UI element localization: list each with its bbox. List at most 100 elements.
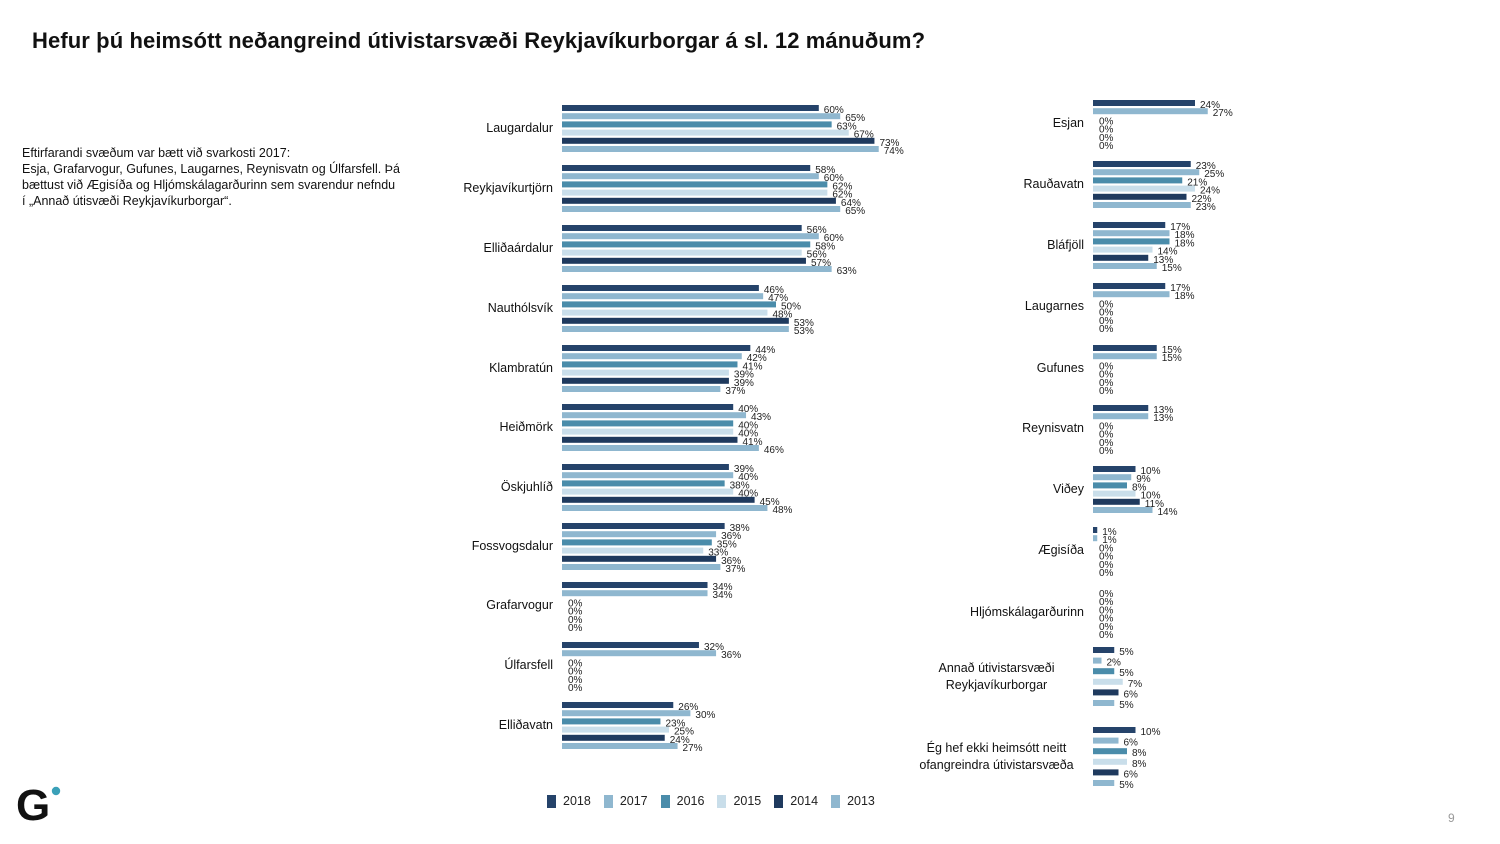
category-label: Viðey bbox=[1052, 482, 1084, 496]
bar-2014 bbox=[562, 555, 717, 562]
data-label: 57% bbox=[811, 258, 831, 269]
data-label: 41% bbox=[742, 361, 762, 372]
data-label: 63% bbox=[837, 266, 857, 277]
bar-2017 bbox=[1093, 353, 1157, 360]
bar-2018 bbox=[1093, 466, 1136, 472]
data-label: 27% bbox=[683, 743, 703, 754]
data-label: 0% bbox=[1099, 622, 1114, 633]
bar-2017 bbox=[562, 113, 841, 120]
data-label: 6% bbox=[1124, 769, 1139, 780]
data-label: 25% bbox=[1204, 169, 1224, 180]
data-label: 10% bbox=[1141, 727, 1161, 738]
data-label: 48% bbox=[772, 310, 792, 321]
bar-2017 bbox=[1093, 291, 1170, 298]
data-label: 0% bbox=[1099, 133, 1114, 144]
bar-2014 bbox=[562, 197, 836, 204]
bar-2018 bbox=[1093, 405, 1149, 411]
legend-label: 2013 bbox=[847, 794, 875, 808]
bar-2016 bbox=[562, 420, 734, 427]
data-label: 40% bbox=[738, 429, 758, 440]
bar-2018 bbox=[562, 345, 751, 351]
data-label: 39% bbox=[734, 370, 754, 381]
data-label: 24% bbox=[670, 735, 690, 746]
legend-swatch bbox=[831, 794, 841, 808]
data-label: 0% bbox=[1099, 361, 1114, 372]
data-label: 8% bbox=[1132, 748, 1147, 759]
data-label: 5% bbox=[1119, 780, 1134, 791]
data-label: 40% bbox=[738, 472, 758, 483]
legend-label: 2016 bbox=[676, 794, 705, 808]
bar-2018 bbox=[562, 165, 811, 171]
bar-2013 bbox=[1093, 507, 1153, 513]
legend-item: 2016 bbox=[660, 794, 705, 808]
data-label: 60% bbox=[824, 233, 844, 244]
bar-2018 bbox=[1093, 222, 1166, 228]
data-label: 0% bbox=[1099, 589, 1114, 600]
data-label: 23% bbox=[1196, 161, 1216, 172]
bar-2017 bbox=[562, 353, 742, 360]
data-label: 42% bbox=[747, 353, 767, 364]
bar-2017 bbox=[562, 472, 734, 479]
data-label: 56% bbox=[807, 250, 827, 261]
bar-2015 bbox=[562, 547, 704, 554]
data-label: 13% bbox=[1153, 405, 1173, 416]
data-label: 53% bbox=[794, 318, 814, 329]
data-label: 62% bbox=[832, 190, 852, 201]
data-label: 0% bbox=[1099, 141, 1114, 152]
data-label: 17% bbox=[1170, 283, 1190, 294]
bar-2014 bbox=[562, 317, 789, 324]
legend-swatch bbox=[660, 794, 670, 808]
data-label: 0% bbox=[1099, 552, 1114, 563]
data-label: 65% bbox=[845, 206, 865, 217]
bar-2018 bbox=[562, 404, 734, 410]
bar-2017 bbox=[1093, 737, 1119, 744]
legend: 2018 2017 2016 2015 2014 2013 bbox=[547, 794, 888, 808]
bar-2013 bbox=[1093, 780, 1115, 786]
logo-icon: G bbox=[16, 782, 61, 824]
svg-text:G: G bbox=[16, 782, 50, 824]
data-label: 0% bbox=[1099, 543, 1114, 554]
data-label: 53% bbox=[794, 326, 814, 337]
data-label: 14% bbox=[1158, 247, 1178, 258]
data-label: 0% bbox=[1099, 560, 1114, 571]
data-label: 36% bbox=[721, 650, 741, 661]
data-label: 2% bbox=[1107, 658, 1122, 669]
data-label: 1% bbox=[1102, 527, 1117, 538]
bar-2017 bbox=[1093, 535, 1098, 542]
data-label: 18% bbox=[1175, 238, 1195, 249]
data-label: 0% bbox=[568, 615, 583, 626]
legend-swatch bbox=[717, 794, 727, 808]
bar-2016 bbox=[562, 121, 832, 128]
data-label: 11% bbox=[1145, 499, 1164, 510]
category-label: Grafarvogur bbox=[486, 598, 553, 612]
legend-item: 2017 bbox=[603, 794, 648, 808]
bar-2017 bbox=[562, 590, 708, 597]
category-label: Annað útivistarsvæði Reykjavíkurborgar bbox=[938, 660, 1055, 692]
page-number: 9 bbox=[1448, 811, 1455, 825]
category-label: Ég hef ekki heimsótt neitt ofangreindra … bbox=[919, 740, 1074, 772]
data-label: 0% bbox=[568, 658, 583, 669]
data-label: 38% bbox=[730, 523, 750, 534]
bar-2018 bbox=[562, 464, 729, 470]
bar-2017 bbox=[562, 173, 819, 180]
bar-2016 bbox=[562, 718, 661, 725]
data-label: 48% bbox=[772, 505, 792, 516]
data-label: 18% bbox=[1175, 291, 1195, 302]
data-label: 1% bbox=[1102, 535, 1117, 546]
bar-2013 bbox=[562, 266, 832, 272]
category-label: Laugardalur bbox=[486, 121, 553, 135]
data-label: 40% bbox=[738, 404, 758, 415]
data-label: 18% bbox=[1175, 230, 1195, 241]
data-label: 60% bbox=[824, 105, 844, 116]
note-line: Eftirfarandi svæðum var bætt við svarkos… bbox=[22, 146, 291, 160]
bar-2015 bbox=[562, 129, 849, 136]
data-label: 39% bbox=[734, 464, 754, 475]
bar-2018 bbox=[1093, 527, 1098, 533]
data-label: 21% bbox=[1187, 177, 1207, 188]
bar-2016 bbox=[562, 361, 738, 368]
data-label: 47% bbox=[768, 293, 788, 304]
data-label: 63% bbox=[837, 121, 857, 132]
data-label: 13% bbox=[1153, 255, 1173, 266]
bar-2014 bbox=[1093, 254, 1149, 261]
